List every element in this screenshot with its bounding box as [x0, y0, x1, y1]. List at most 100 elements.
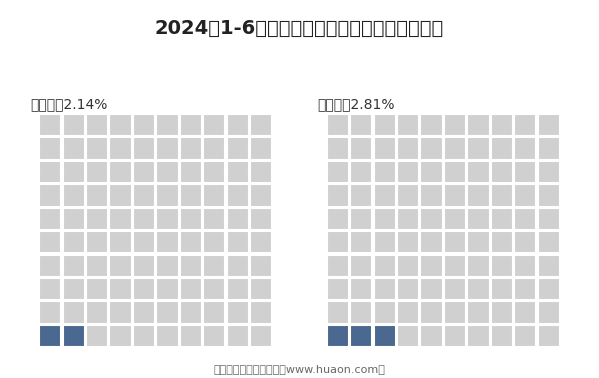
Bar: [491, 208, 513, 230]
Bar: [537, 255, 560, 277]
Bar: [62, 138, 85, 160]
Bar: [226, 138, 249, 160]
Bar: [350, 302, 373, 324]
Bar: [514, 325, 537, 347]
Bar: [374, 208, 396, 230]
Bar: [491, 302, 513, 324]
Bar: [133, 138, 155, 160]
Bar: [133, 114, 155, 136]
Bar: [226, 325, 249, 347]
Bar: [514, 255, 537, 277]
Bar: [110, 161, 132, 183]
Bar: [180, 255, 202, 277]
Bar: [397, 184, 419, 206]
Bar: [326, 255, 349, 277]
Bar: [467, 161, 489, 183]
Bar: [180, 231, 202, 253]
Bar: [180, 325, 202, 347]
Bar: [226, 208, 249, 230]
Bar: [133, 278, 155, 300]
Bar: [250, 325, 273, 347]
Bar: [180, 302, 202, 324]
Bar: [514, 302, 537, 324]
Bar: [326, 325, 349, 347]
Bar: [62, 255, 85, 277]
Bar: [180, 138, 202, 160]
Bar: [250, 114, 273, 136]
Bar: [86, 325, 108, 347]
Bar: [39, 161, 62, 183]
Bar: [444, 208, 466, 230]
Bar: [156, 302, 179, 324]
Bar: [133, 161, 155, 183]
Bar: [86, 231, 108, 253]
Bar: [350, 278, 373, 300]
Bar: [180, 278, 202, 300]
Bar: [467, 302, 489, 324]
Bar: [420, 278, 443, 300]
Bar: [250, 255, 273, 277]
Bar: [62, 325, 85, 347]
Bar: [62, 302, 85, 324]
Bar: [203, 138, 225, 160]
Bar: [156, 208, 179, 230]
Bar: [537, 325, 560, 347]
Bar: [397, 138, 419, 160]
Bar: [467, 114, 489, 136]
Bar: [326, 231, 349, 253]
Bar: [420, 138, 443, 160]
Text: 制图：华经产业研究院（www.huaon.com）: 制图：华经产业研究院（www.huaon.com）: [214, 364, 385, 374]
Bar: [537, 114, 560, 136]
Bar: [250, 231, 273, 253]
Bar: [326, 302, 349, 324]
Bar: [226, 255, 249, 277]
Bar: [444, 161, 466, 183]
Bar: [397, 208, 419, 230]
Text: 2024年1-6月江西福彩及体彩销售额占全国比重: 2024年1-6月江西福彩及体彩销售额占全国比重: [155, 19, 444, 38]
Bar: [250, 184, 273, 206]
Bar: [133, 184, 155, 206]
Bar: [326, 138, 349, 160]
Bar: [514, 161, 537, 183]
Bar: [203, 114, 225, 136]
Bar: [537, 184, 560, 206]
Bar: [420, 255, 443, 277]
Bar: [133, 231, 155, 253]
Bar: [110, 325, 132, 347]
Bar: [203, 325, 225, 347]
Bar: [491, 138, 513, 160]
Bar: [397, 325, 419, 347]
Bar: [86, 161, 108, 183]
Bar: [491, 184, 513, 206]
Bar: [444, 231, 466, 253]
Bar: [250, 302, 273, 324]
Bar: [110, 184, 132, 206]
Bar: [226, 184, 249, 206]
Bar: [62, 208, 85, 230]
Bar: [374, 161, 396, 183]
Bar: [62, 278, 85, 300]
Bar: [156, 114, 179, 136]
Bar: [537, 278, 560, 300]
Bar: [110, 302, 132, 324]
Bar: [203, 278, 225, 300]
Bar: [133, 208, 155, 230]
Bar: [537, 138, 560, 160]
Bar: [397, 161, 419, 183]
Bar: [350, 325, 373, 347]
Bar: [374, 114, 396, 136]
Bar: [250, 278, 273, 300]
Bar: [326, 278, 349, 300]
Bar: [374, 231, 396, 253]
Bar: [326, 184, 349, 206]
Bar: [180, 208, 202, 230]
Bar: [250, 161, 273, 183]
Bar: [62, 184, 85, 206]
Bar: [39, 208, 62, 230]
Bar: [39, 255, 62, 277]
Bar: [203, 255, 225, 277]
Text: 福利彩票2.14%: 福利彩票2.14%: [30, 98, 107, 112]
Bar: [110, 255, 132, 277]
Bar: [444, 138, 466, 160]
Bar: [491, 161, 513, 183]
